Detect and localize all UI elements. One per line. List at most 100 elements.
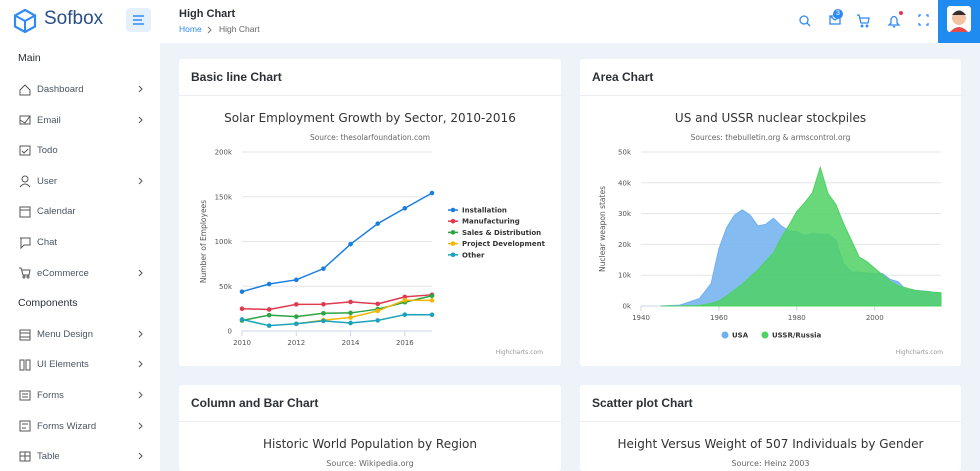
card: Area Chart US and USSR nuclear stockpile… [580, 59, 961, 366]
legend-marker [450, 230, 456, 235]
sidebar: Sofbox Main Components Dashboard Email T… [0, 0, 160, 471]
card-title: Basic line Chart [191, 70, 282, 84]
brand: Sofbox [44, 8, 104, 29]
y-tick-label: 40k [618, 179, 632, 187]
chart: US and USSR nuclear stockpiles Sources: t… [598, 111, 943, 356]
legend-label: Manufacturing [462, 218, 520, 226]
card: Basic line Chart Solar Employment Growth… [179, 59, 561, 366]
chart-title: Historic World Population by Region [262, 437, 477, 451]
menu-item[interactable]: eCommerce [37, 268, 89, 279]
point [266, 281, 272, 287]
y-tick-label: 100k [215, 238, 233, 246]
y-axis-label: Nuclear weapon states [598, 186, 607, 272]
y-tick-label: 200k [215, 149, 233, 157]
legend-label: Project Development [462, 240, 546, 248]
legend-label: USA [732, 332, 749, 340]
card: Scatter plot Chart Height Versus Weight … [580, 385, 961, 471]
x-tick-label: 2014 [342, 339, 360, 347]
point [266, 307, 272, 312]
x-tick-label: 2000 [866, 314, 884, 322]
card-title: Column and Bar Chart [191, 396, 319, 410]
y-tick-label: 10k [618, 272, 632, 280]
point [402, 294, 408, 300]
menu-item[interactable]: User [37, 176, 58, 187]
y-tick-label: 0 [228, 328, 232, 336]
section-title: Main [18, 52, 41, 64]
menu-item[interactable]: Menu Design [37, 329, 93, 340]
series-line [241, 294, 433, 311]
chart-subtitle: Source: Wikipedia.org [326, 459, 414, 468]
series-line [241, 295, 433, 322]
x-tick-label: 2016 [396, 339, 414, 347]
point [375, 308, 381, 314]
card-title: Area Chart [592, 70, 654, 84]
menu-item[interactable]: UI Elements [37, 359, 89, 370]
point [375, 221, 381, 226]
point [239, 289, 245, 294]
y-tick-label: 50k [219, 283, 233, 291]
point [266, 323, 272, 328]
point [239, 317, 245, 322]
x-tick-label: 2010 [233, 339, 251, 347]
menu-item[interactable]: Todo [37, 145, 58, 156]
section-title: Components [18, 297, 78, 309]
y-tick-label: 50k [618, 149, 632, 157]
point [402, 205, 408, 211]
point [348, 320, 353, 326]
chart-subtitle: Sources: thebulletin.org & armscontrol.o… [691, 133, 851, 142]
chart-title: US and USSR nuclear stockpiles [675, 111, 866, 125]
page-title: High Chart [179, 8, 236, 20]
chart-subtitle: Source: thesolarfoundation.com [310, 133, 430, 142]
point [429, 312, 435, 318]
menu-item[interactable]: Email [37, 115, 61, 126]
legend-label: Other [462, 251, 485, 259]
y-axis-label: Number of Employees [199, 200, 208, 283]
menu-item[interactable]: Forms [37, 390, 64, 401]
menu-toggle[interactable] [126, 8, 151, 32]
menu-item[interactable]: Forms Wizard [37, 421, 97, 432]
point [429, 293, 435, 299]
chart-title: Height Versus Weight of 507 Individuals … [617, 437, 924, 451]
point [239, 306, 245, 312]
header-icons[interactable] [790, 8, 930, 34]
point [293, 302, 299, 307]
series-line [241, 192, 433, 293]
point [321, 311, 326, 316]
breadcrumb-link[interactable]: Home [179, 24, 202, 34]
legend-label: Sales & Distribution [462, 229, 541, 237]
top-bar: High Chart Home High Chart 3 [160, 0, 980, 43]
credits: Highcharts.com [496, 349, 543, 356]
breadcrumb-current: High Chart [219, 24, 260, 34]
point [429, 298, 435, 303]
point [375, 301, 381, 307]
card-header [179, 59, 561, 96]
chart-title: Solar Employment Growth by Sector, 2010-… [224, 111, 516, 125]
legend-marker [761, 331, 769, 339]
legend-marker [450, 207, 456, 213]
point [348, 299, 353, 305]
point [293, 314, 299, 319]
menu-item[interactable]: Chat [37, 237, 58, 248]
mail-badge: 3 [833, 9, 843, 19]
point [293, 277, 299, 283]
card-header [580, 385, 961, 422]
legend-label: Installation [462, 207, 507, 215]
point [348, 241, 353, 247]
credits: Highcharts.com [896, 349, 943, 356]
menu-icons [19, 84, 143, 462]
point [402, 312, 408, 317]
legend-label: USSR/Russia [772, 332, 822, 340]
breadcrumb-separator [207, 26, 212, 34]
menu-item[interactable]: Calendar [37, 206, 76, 217]
point [402, 297, 408, 303]
chart: Solar Employment Growth by Sector, 2010-… [199, 111, 546, 356]
menu-item[interactable]: Table [37, 451, 60, 462]
series-line [241, 313, 433, 327]
x-tick-label: 1940 [632, 314, 650, 322]
card-header [179, 385, 561, 422]
menu-item[interactable]: Dashboard [37, 84, 84, 95]
point [321, 266, 326, 271]
avatar[interactable] [938, 0, 980, 43]
card-header [580, 59, 961, 96]
